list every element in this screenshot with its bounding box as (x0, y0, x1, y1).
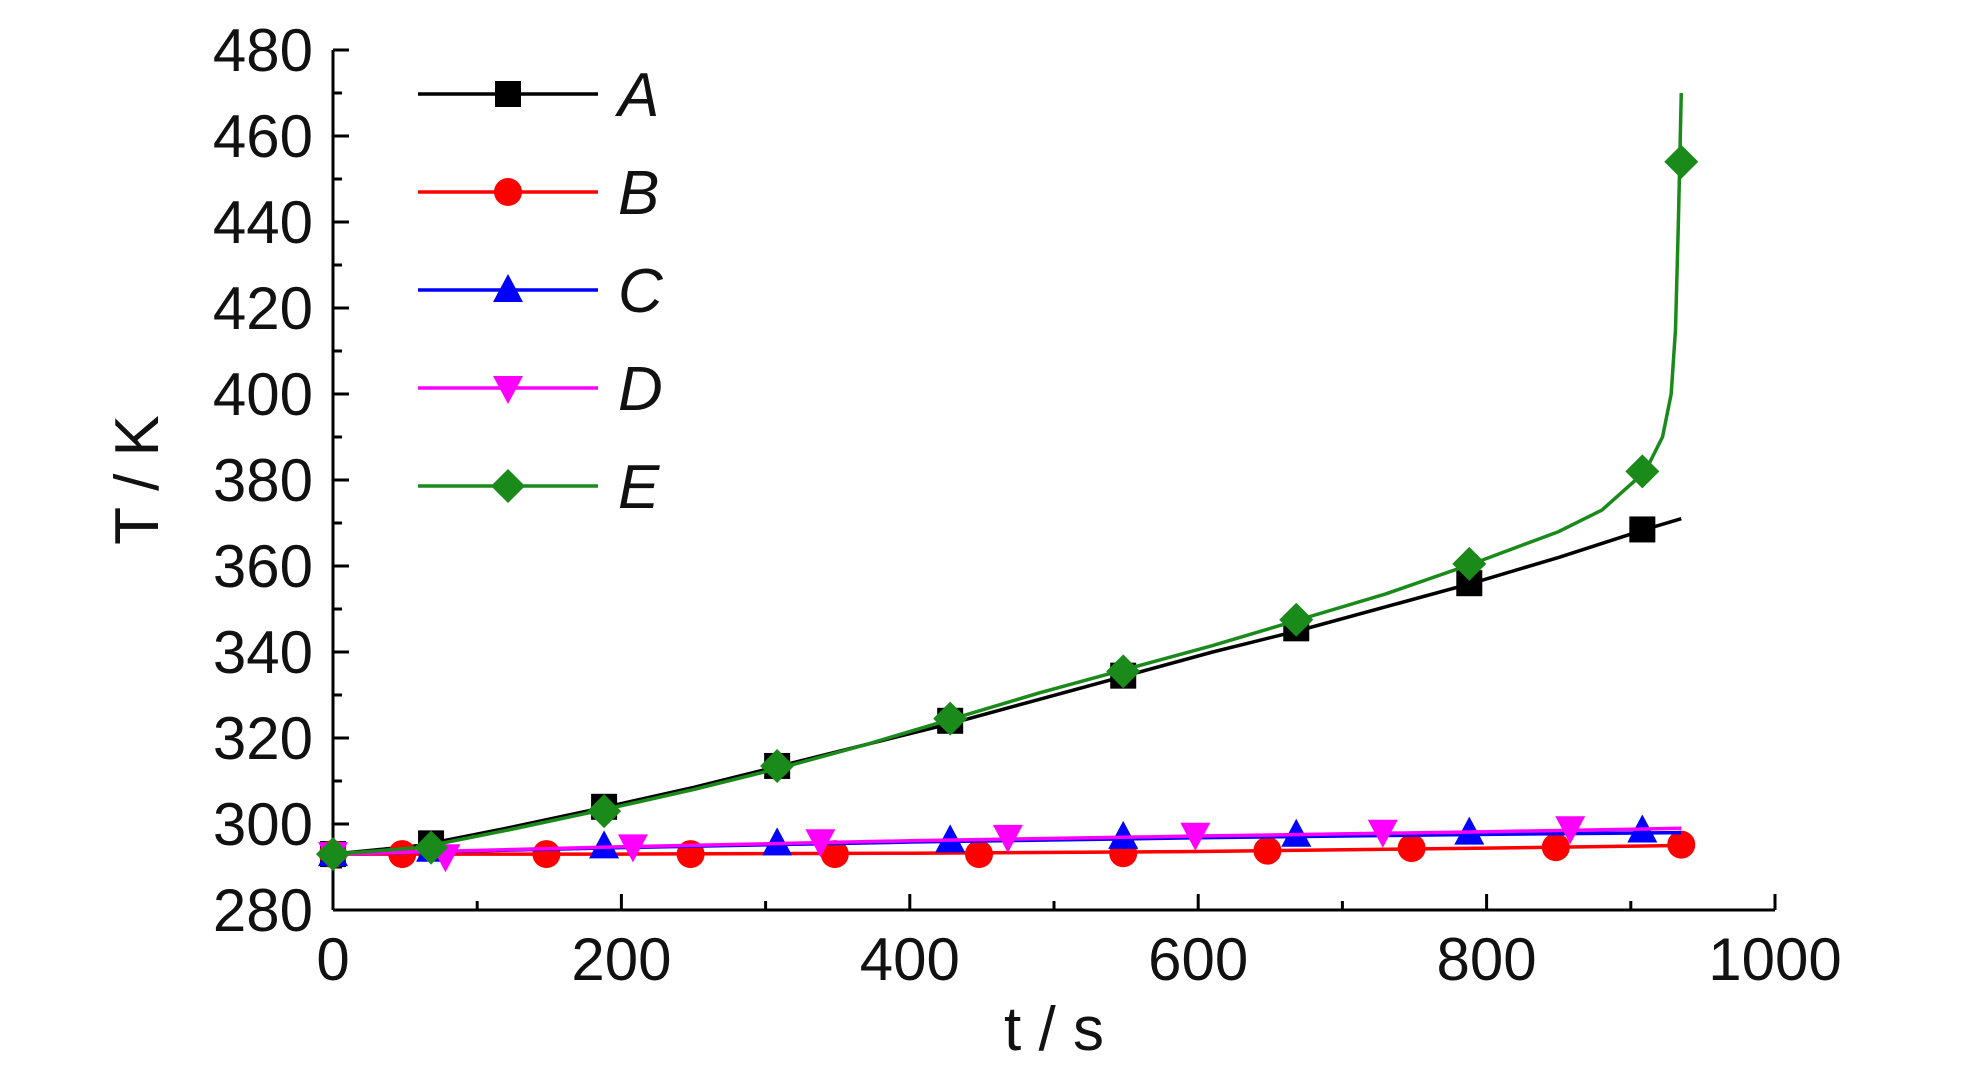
data-point-D (805, 829, 836, 858)
data-point-B (1541, 833, 1570, 862)
y-tick-label: 280 (213, 877, 313, 944)
y-tick-label: 340 (213, 619, 313, 686)
data-point-D (1555, 816, 1586, 845)
data-point-C (589, 830, 620, 859)
x-tick-label: 1000 (1708, 926, 1841, 993)
data-point-D (1367, 819, 1398, 848)
legend-marker-B (494, 178, 522, 206)
data-point-B (965, 840, 994, 869)
data-point-E (1664, 144, 1699, 179)
legend-label-A: A (614, 61, 659, 130)
data-point-C (1281, 818, 1312, 847)
series-line-E (332, 92, 1684, 856)
y-tick-label: 300 (213, 791, 313, 858)
legend-item-B: B (418, 159, 659, 228)
data-point-E (1625, 454, 1660, 489)
legend-label-E: E (618, 453, 660, 522)
data-point-C (935, 824, 966, 853)
legend-item-E: E (418, 453, 660, 522)
x-tick-label: 0 (316, 926, 349, 993)
data-point-E (933, 701, 968, 736)
data-point-B (1667, 830, 1696, 859)
data-point-B (532, 840, 561, 869)
legend-marker-A (495, 81, 521, 107)
series-line-D (332, 826, 1682, 856)
y-tick-label: 460 (213, 103, 313, 170)
y-tick-label: 440 (213, 189, 313, 256)
data-point-D (617, 834, 648, 863)
legend-label-D: D (618, 355, 663, 424)
x-tick-label: 400 (860, 926, 960, 993)
axes: 0 200 400 600 800 1000 280 300 320 340 360 380 400 42… (213, 17, 1842, 993)
y-axis-title: T / K (103, 415, 172, 545)
data-point-E (316, 837, 350, 872)
data-point-E (1106, 654, 1141, 689)
data-point-C (1108, 820, 1139, 849)
series-E (316, 92, 1699, 872)
x-tick-label: 800 (1437, 926, 1537, 993)
legend-marker-E (491, 469, 525, 503)
data-point-B (820, 840, 849, 869)
data-point-E (414, 830, 449, 865)
legend-item-D: D (418, 355, 663, 424)
x-tick-label: 600 (1148, 926, 1248, 993)
legend-item-A: A (418, 61, 659, 130)
y-tick-label: 480 (213, 17, 313, 84)
x-tick-label: 200 (571, 926, 671, 993)
legend-marker-C (493, 274, 523, 302)
data-point-E (1452, 546, 1487, 581)
y-tick-label: 360 (213, 533, 313, 600)
data-point-B (1397, 834, 1426, 863)
series-line-A (332, 517, 1682, 856)
data-point-D (992, 824, 1023, 853)
legend-label-C: C (618, 257, 664, 326)
data-point-D (1180, 822, 1211, 851)
legend-item-C: C (418, 257, 664, 326)
plot-area (316, 92, 1699, 873)
data-point-C (762, 827, 793, 856)
data-point-E (587, 794, 622, 829)
y-tick-label: 420 (213, 275, 313, 342)
series-line-B (333, 843, 1682, 856)
legend-label-B: B (618, 159, 659, 228)
data-point-E (1279, 602, 1314, 637)
y-tick-label: 400 (213, 361, 313, 428)
x-axis-title: t / s (1004, 995, 1104, 1063)
legend-marker-D (493, 376, 523, 404)
y-tick-label: 380 (213, 447, 313, 514)
y-tick-label: 320 (213, 705, 313, 772)
data-point-E (760, 748, 795, 783)
data-point-B (1253, 836, 1282, 865)
data-point-A (1629, 516, 1656, 543)
